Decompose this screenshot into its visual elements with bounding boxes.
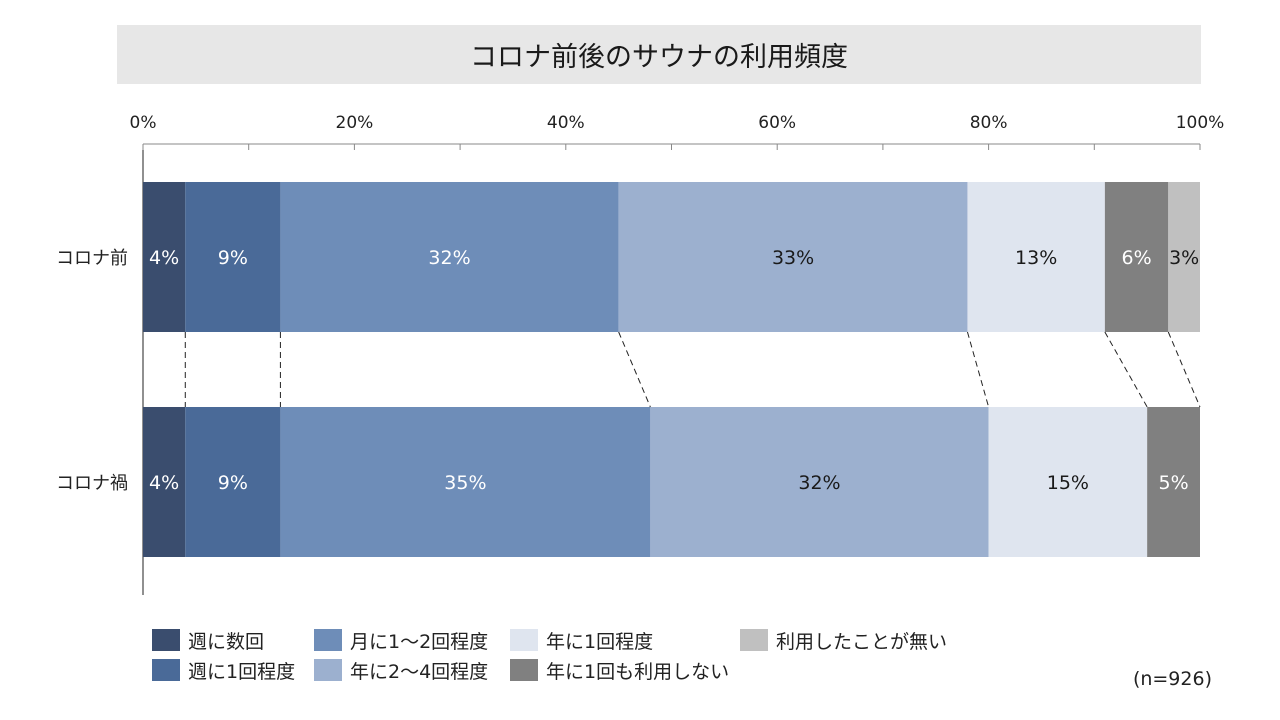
chart-title: コロナ前後のサウナの利用頻度 [470,42,848,73]
data-label: 9% [218,472,248,494]
data-label: 4% [149,247,179,269]
data-label: 4% [149,472,179,494]
bar-segment [650,407,989,557]
bar-segment [988,407,1148,557]
x-tick-label: 20% [336,113,374,133]
sample-size-label: (n=926) [1132,668,1212,690]
title-bar: コロナ前後のサウナの利用頻度 [117,25,1201,84]
bar-segment [618,182,968,332]
data-label: 33% [772,247,814,269]
series-connector [1104,331,1148,408]
bar-segment [143,407,186,557]
x-tick-label: 80% [970,113,1008,133]
series-connector [618,331,651,408]
bar-segment [280,407,651,557]
data-label: 15% [1047,472,1089,494]
bar-segment [185,407,281,557]
x-tick-label: 0% [130,113,157,133]
x-tick-label: 60% [758,113,796,133]
category-label: コロナ禍 [56,473,128,494]
bar-segment [1147,407,1200,557]
series-connector [966,331,990,408]
data-label: 5% [1158,472,1188,494]
data-label: 13% [1015,247,1057,269]
bar-segment [1104,182,1169,332]
data-label: 32% [428,247,470,269]
data-label: 32% [798,472,840,494]
data-label: 3% [1169,247,1199,269]
category-label: コロナ前 [56,248,128,269]
data-label: 6% [1122,247,1152,269]
bar-segment [1168,182,1200,332]
series-connector [1167,331,1201,408]
data-label: 9% [218,247,248,269]
data-label: 35% [444,472,486,494]
x-tick-label: 100% [1176,113,1225,133]
bar-segment [143,182,186,332]
x-tick-label: 40% [547,113,585,133]
bar-segment [185,182,281,332]
bar-segment [967,182,1105,332]
bar-segment [280,182,619,332]
